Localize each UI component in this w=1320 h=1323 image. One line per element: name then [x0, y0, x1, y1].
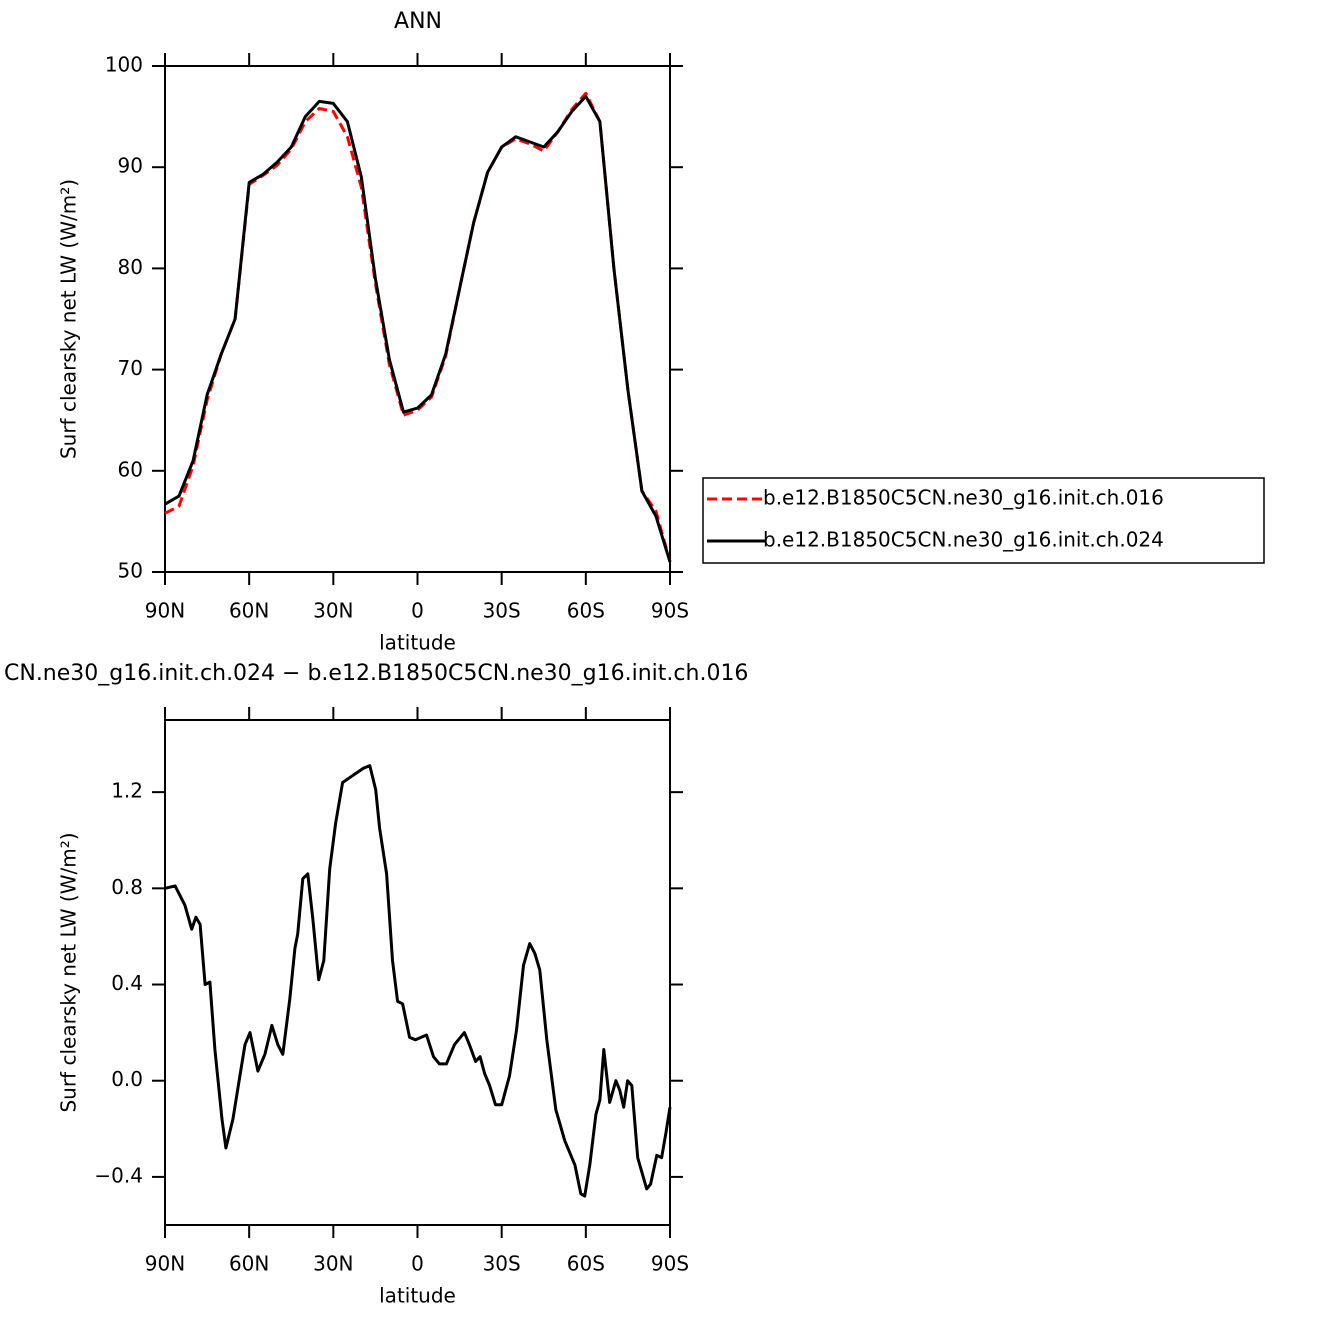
y-tick-label: 90 [118, 154, 143, 178]
y-axis-label: Surf clearsky net LW (W/m²) [57, 179, 81, 459]
legend-label: b.e12.B1850C5CN.ne30_g16.init.ch.016 [763, 486, 1164, 510]
y-tick-label: −0.4 [94, 1163, 143, 1187]
y-tick-label: 60 [118, 457, 143, 481]
x-tick-label: 30S [483, 599, 521, 623]
legend-label: b.e12.B1850C5CN.ne30_g16.init.ch.024 [763, 528, 1164, 552]
x-tick-label: 60N [229, 1252, 269, 1276]
y-tick-label: 100 [105, 53, 143, 77]
y-tick-label: 70 [118, 356, 143, 380]
x-tick-label: 60N [229, 599, 269, 623]
x-tick-label: 90S [651, 1252, 689, 1276]
x-axis-label: latitude [379, 1284, 456, 1308]
y-tick-label: 0.4 [111, 971, 143, 995]
plot-frame [164, 65, 671, 573]
x-tick-label: 0 [411, 599, 424, 623]
plot-frame [164, 719, 671, 1226]
y-tick-label: 0.0 [111, 1067, 143, 1091]
y-tick-label: 1.2 [111, 779, 143, 803]
y-tick-label: 80 [118, 255, 143, 279]
x-tick-label: 30S [483, 1252, 521, 1276]
chart-title: ANN [394, 9, 442, 34]
y-tick-label: 50 [118, 559, 143, 583]
x-tick-label: 90N [145, 599, 185, 623]
chart-title: CN.ne30_g16.init.ch.024 − b.e12.B1850C5C… [4, 661, 748, 686]
legend-box [702, 477, 1265, 564]
x-tick-label: 30N [313, 599, 353, 623]
x-tick-label: 90N [145, 1252, 185, 1276]
y-axis-label: Surf clearsky net LW (W/m²) [57, 832, 81, 1112]
x-axis-label: latitude [379, 631, 456, 655]
x-tick-label: 60S [567, 599, 605, 623]
x-tick-label: 60S [567, 1252, 605, 1276]
data-line [164, 91, 672, 563]
data-line [164, 94, 672, 563]
y-tick-label: 0.8 [111, 875, 143, 899]
data-line [164, 764, 672, 1198]
x-tick-label: 30N [313, 1252, 353, 1276]
x-tick-label: 90S [651, 599, 689, 623]
x-tick-label: 0 [411, 1252, 424, 1276]
